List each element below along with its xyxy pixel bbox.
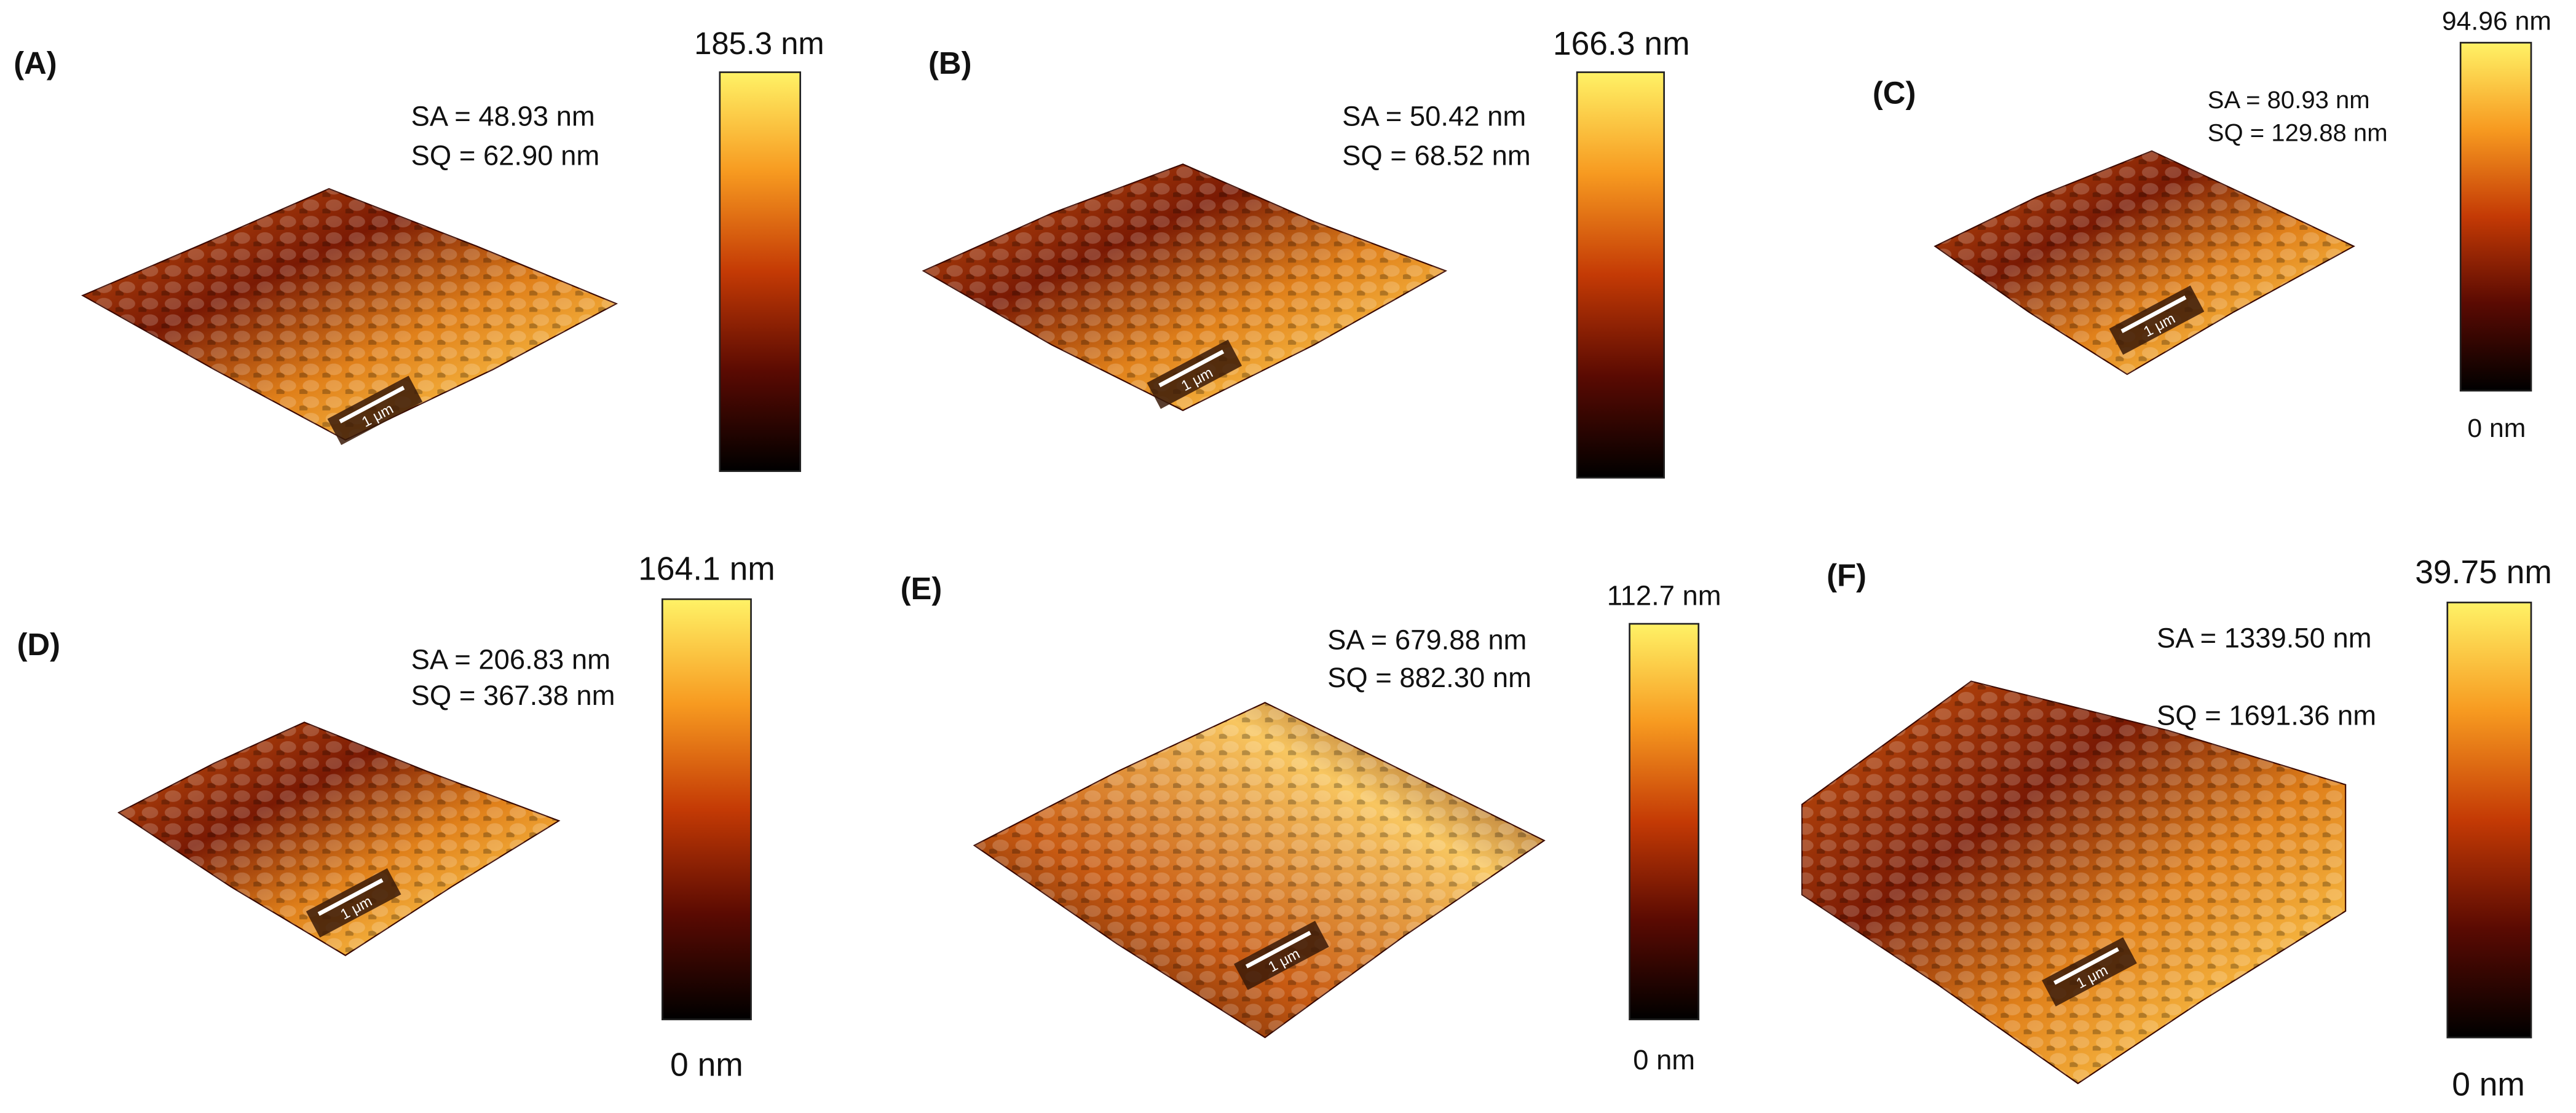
colorbar-max: 164.1 nm — [638, 551, 775, 588]
panel: 1 μm (D) SA = 206.83 nm SQ = 367.38 nm 164.1… — [17, 551, 775, 1084]
scale-bar-box — [2109, 285, 2205, 355]
sq-value: SQ = 1691.36 nm — [2157, 699, 2376, 731]
panel: 1 μm (F) SA = 1339.50 nm SQ = 1691.36 nm 39.… — [1801, 554, 2552, 1103]
scale-bar-line — [2053, 947, 2119, 985]
colorbar — [2446, 601, 2532, 1039]
colorbar-max: 112.7 nm — [1607, 580, 1721, 611]
scale-bar-box — [1147, 339, 1243, 409]
surface-texture — [974, 702, 1544, 1038]
scale-bar: 1 μm — [1147, 339, 1243, 409]
scale-bar: 1 μm — [2109, 285, 2205, 355]
scale-bar-box — [1233, 921, 1329, 990]
panel-label: (A) — [14, 45, 57, 81]
scale-bar-line — [339, 385, 405, 423]
colorbar — [2459, 42, 2532, 392]
scale-bar-line — [317, 878, 384, 916]
sq-value: SQ = 367.38 nm — [411, 680, 615, 711]
scale-bar-line — [2120, 295, 2187, 333]
colorbar — [1576, 71, 1665, 479]
colorbar-max: 185.3 nm — [694, 26, 824, 61]
colorbar — [661, 598, 752, 1021]
sa-value: SA = 206.83 nm — [411, 643, 610, 675]
surface-texture — [923, 164, 1446, 411]
panel: 1 μm (B) SA = 50.42 nm SQ = 68.52 nm 166.3 n… — [922, 26, 1690, 479]
colorbar-min: 0 nm — [2452, 1066, 2525, 1103]
sa-value: SA = 679.88 nm — [1327, 624, 1527, 655]
sq-value: SQ = 62.90 nm — [411, 140, 600, 171]
scale-bar-box — [327, 376, 423, 446]
colorbar-min: 0 nm — [1633, 1044, 1695, 1076]
panel-label: (F) — [1827, 558, 1867, 593]
panel-label: (E) — [901, 571, 942, 606]
panel: 1 μm (A) SA = 48.93 nm SQ = 62.90 nm 185.3 n… — [14, 26, 824, 472]
scale-bar: 1 μm — [327, 376, 423, 446]
colorbar-min: 0 nm — [670, 1047, 743, 1083]
colorbar — [1629, 623, 1700, 1021]
surface-texture — [1935, 151, 2354, 375]
sa-value: SA = 1339.50 nm — [2157, 623, 2372, 654]
colorbar-max: 39.75 nm — [2415, 554, 2552, 591]
colorbar-min: 0 nm — [2467, 414, 2526, 443]
sa-value: SA = 80.93 nm — [2208, 87, 2370, 114]
sq-value: SQ = 882.30 nm — [1327, 662, 1531, 693]
colorbar — [719, 71, 802, 472]
sa-value: SA = 48.93 nm — [411, 100, 595, 132]
scale-bar: 1 μm — [2042, 937, 2137, 1007]
scale-bar-box — [2042, 937, 2137, 1007]
scale-bar-box — [306, 868, 401, 938]
sa-value: SA = 50.42 nm — [1342, 100, 1526, 132]
colorbar-max: 166.3 nm — [1553, 26, 1690, 62]
panel-label: (D) — [17, 627, 60, 662]
panel: 1 μm (C) SA = 80.93 nm SQ = 129.88 nm 94.96 … — [1873, 7, 2551, 443]
scale-bar: 1 μm — [1233, 921, 1329, 990]
scale-bar: 1 μm — [306, 868, 401, 938]
panel-label: (B) — [928, 45, 971, 81]
surface-texture — [1802, 681, 2346, 1084]
scale-bar-line — [1158, 350, 1225, 388]
surface-texture — [82, 189, 617, 440]
surface-texture — [119, 722, 559, 956]
sq-value: SQ = 129.88 nm — [2208, 120, 2388, 147]
colorbar-max: 94.96 nm — [2442, 7, 2551, 36]
sq-value: SQ = 68.52 nm — [1342, 140, 1531, 171]
panel: 1 μm (E) SA = 679.88 nm SQ = 882.30 nm 112.7… — [901, 571, 1721, 1076]
panel-label: (C) — [1873, 75, 1916, 110]
scale-bar-line — [1245, 930, 1311, 969]
